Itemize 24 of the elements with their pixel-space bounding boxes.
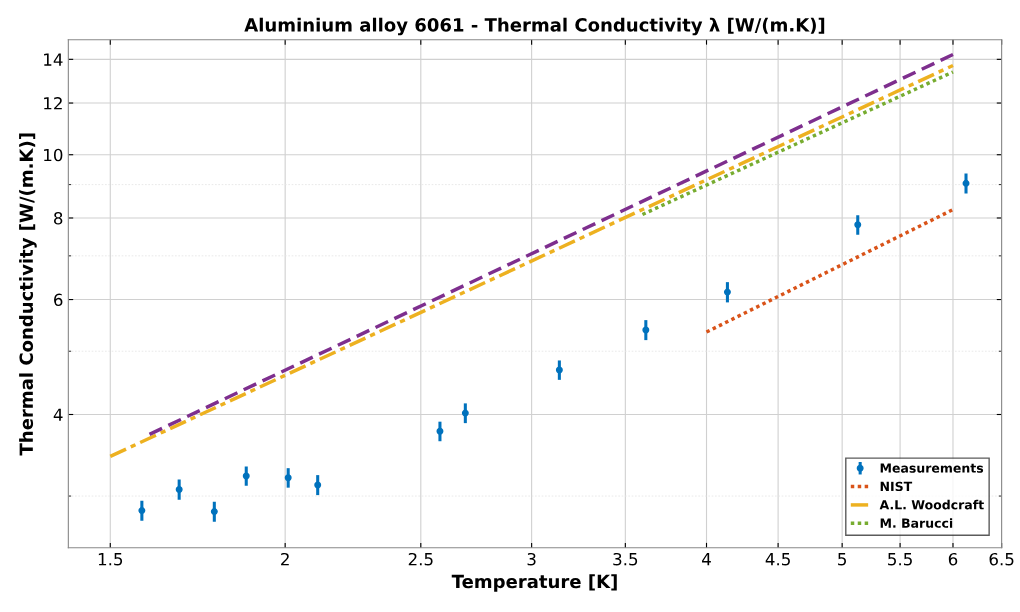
y-axis-title: Thermal Conductivity [W/(m.K)] <box>19 133 37 456</box>
y-tick-label: 8 <box>54 211 63 225</box>
x-tick-label: 1.5 <box>98 553 123 566</box>
y-tick-label: 14 <box>44 53 63 66</box>
x-tick-label: 3 <box>527 552 536 566</box>
x-tick-label: 3.5 <box>613 552 638 566</box>
y-tick-label: 6 <box>54 293 63 307</box>
x-tick-label: 4.5 <box>765 553 790 566</box>
x-tick-label: 5.5 <box>888 553 912 566</box>
legend-label: Measurements <box>880 463 984 473</box>
legend-label: NIST <box>880 481 913 492</box>
x-axis-title: Temperature [K] <box>451 574 617 592</box>
y-tick-label: 12 <box>44 97 62 110</box>
x-tick-label: 6 <box>948 552 958 566</box>
x-tick-label: 2 <box>281 552 289 566</box>
legend-label: A.L. Woodcraft <box>879 499 984 510</box>
y-tick-label: 4 <box>53 408 63 421</box>
x-tick-label: 6.5 <box>989 552 1014 566</box>
legend-label: M. Barucci <box>880 518 953 528</box>
x-tick-label: 2.5 <box>408 552 433 566</box>
y-tick-label: 10 <box>44 148 63 162</box>
x-tick-label: 5 <box>838 553 846 566</box>
chart-title: Aluminium alloy 6061 - Thermal Conductivity λ [W/(m.K)] <box>244 17 825 36</box>
x-tick-label: 4 <box>702 553 711 566</box>
